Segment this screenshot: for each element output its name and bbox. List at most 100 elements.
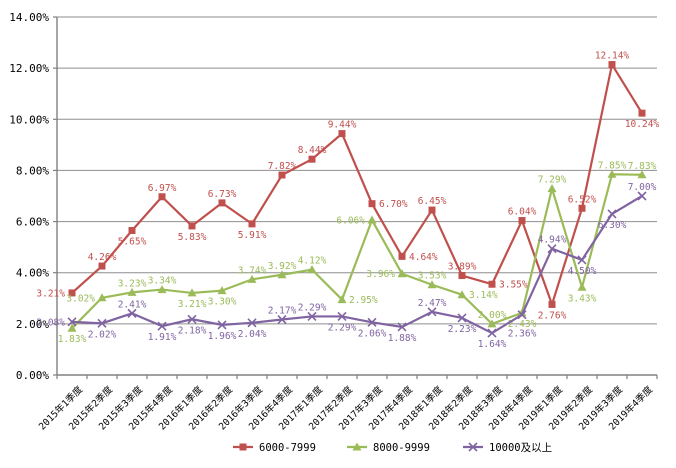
- data-label: 10.24%: [625, 119, 660, 130]
- triangle-marker: [67, 323, 77, 332]
- square-marker: [188, 222, 196, 230]
- data-label: 6.73%: [208, 189, 237, 200]
- data-label: 1.83%: [58, 334, 87, 345]
- data-label: 3.74%: [238, 265, 267, 276]
- triangle-marker: [217, 286, 227, 295]
- triangle-marker: [607, 169, 617, 178]
- square-marker: [518, 217, 526, 225]
- x-marker: [397, 322, 407, 332]
- y-axis-labels: 0.00% 2.00% 4.00% 6.00% 8.00% 10.00% 12.00% 14.…: [9, 11, 49, 382]
- x-marker: [337, 311, 347, 322]
- data-label: 3.14%: [469, 290, 498, 301]
- triangle-marker: [187, 288, 197, 297]
- data-label: 4.94%: [538, 235, 567, 246]
- data-label: 7.82%: [268, 161, 297, 172]
- data-label: 6.30%: [598, 220, 627, 231]
- legend-item-10000及以上: 10000及以上: [463, 442, 552, 454]
- y-axis-label: 6.00%: [16, 216, 49, 229]
- x-marker: [127, 308, 137, 318]
- data-label: 4.64%: [409, 252, 438, 263]
- triangle-marker: [457, 290, 467, 299]
- x-marker: [277, 314, 287, 325]
- square-marker: [338, 130, 346, 138]
- x-marker: [468, 442, 478, 452]
- x-marker: [217, 320, 227, 330]
- triangle-marker: [487, 319, 497, 328]
- data-label: 3.89%: [448, 262, 477, 273]
- square-marker: [98, 262, 106, 270]
- data-label: 8.44%: [298, 145, 327, 156]
- data-label: 3.96%: [366, 269, 395, 280]
- data-label: 7.83%: [628, 161, 657, 172]
- series-line: [71, 173, 643, 329]
- data-label: 6.97%: [148, 183, 177, 194]
- data-label: 5.83%: [178, 232, 207, 243]
- square-marker: [218, 199, 226, 207]
- data-label: 4.26%: [88, 252, 117, 263]
- data-label: 4.50%: [568, 266, 597, 277]
- x-marker: [457, 313, 467, 323]
- data-label: 7.00%: [628, 182, 657, 193]
- legend-label: 10000及以上: [489, 442, 552, 454]
- legend: 6000-7999 8000-9999 10000及以上: [233, 442, 552, 454]
- square-marker: [128, 227, 136, 235]
- x-marker: [157, 321, 167, 331]
- data-label: 2.36%: [508, 329, 537, 340]
- square-marker: [638, 109, 646, 117]
- data-label: 5.65%: [118, 237, 147, 248]
- x-marker: [577, 255, 587, 265]
- data-label: 2.04%: [238, 329, 267, 340]
- y-axis-label: 2.00%: [16, 318, 49, 331]
- data-label: 3.53%: [418, 271, 447, 282]
- data-label: 6.70%: [379, 199, 408, 210]
- series-10000及以上: 2.08% 2.02% 2.41% 1.91%2.18%1.96% 2.04% 2.17%…: [36, 182, 656, 350]
- legend-item-8000-9999: 8000-9999: [347, 442, 430, 454]
- x-marker: [307, 311, 317, 322]
- triangle-marker: [277, 270, 287, 279]
- x-marker: [607, 209, 617, 219]
- square-marker: [68, 289, 76, 297]
- y-axis-label: 8.00%: [16, 164, 49, 177]
- square-marker: [248, 220, 256, 228]
- data-label: 2.47%: [418, 298, 447, 309]
- triangle-marker: [427, 280, 437, 289]
- data-label: 5.91%: [238, 230, 267, 241]
- data-label: 2.29%: [298, 302, 327, 313]
- data-label: 1.96%: [208, 331, 237, 342]
- data-label: 6.06%: [336, 216, 365, 227]
- data-label: 2.43%: [508, 319, 537, 330]
- data-label: 2.76%: [538, 310, 567, 321]
- data-label: 4.12%: [298, 256, 327, 267]
- data-label: 2.08%: [36, 317, 65, 328]
- x-marker: [97, 318, 107, 328]
- series-6000-7999: 3.21% 4.26%5.65% 6.97% 5.83% 6.73% 5.91% 7.82%…: [36, 51, 659, 322]
- data-label: 7.29%: [538, 175, 567, 186]
- triangle-marker: [157, 285, 167, 294]
- x-marker: [517, 310, 527, 320]
- legend-item-6000-7999: 6000-7999: [233, 442, 316, 454]
- triangle-marker: [637, 170, 647, 179]
- square-marker: [548, 300, 556, 308]
- y-axis-label: 12.00%: [9, 62, 49, 75]
- x-axis-labels: 2015年1季度2015年2季度2015年3季度2015年4季度2016年1季度…: [36, 383, 655, 432]
- data-label: 2.02%: [88, 329, 117, 340]
- x-marker: [427, 307, 437, 317]
- x-marker: [547, 244, 557, 254]
- square-marker: [458, 272, 466, 280]
- data-label: 2.41%: [118, 299, 147, 310]
- x-marker: [67, 317, 77, 327]
- y-gridlines: [57, 16, 657, 325]
- square-marker: [278, 171, 286, 179]
- triangle-marker: [352, 442, 362, 451]
- triangle-marker: [367, 215, 377, 224]
- data-label: 6.52%: [568, 194, 597, 205]
- data-label: 1.91%: [148, 332, 177, 343]
- data-label: 2.23%: [448, 324, 477, 335]
- square-marker: [398, 252, 406, 260]
- y-axis-label: 14.00%: [9, 11, 49, 24]
- data-label: 3.34%: [148, 276, 177, 287]
- data-label: 6.45%: [418, 196, 447, 207]
- y-axis-label: 10.00%: [9, 113, 49, 126]
- series-line: [71, 195, 643, 335]
